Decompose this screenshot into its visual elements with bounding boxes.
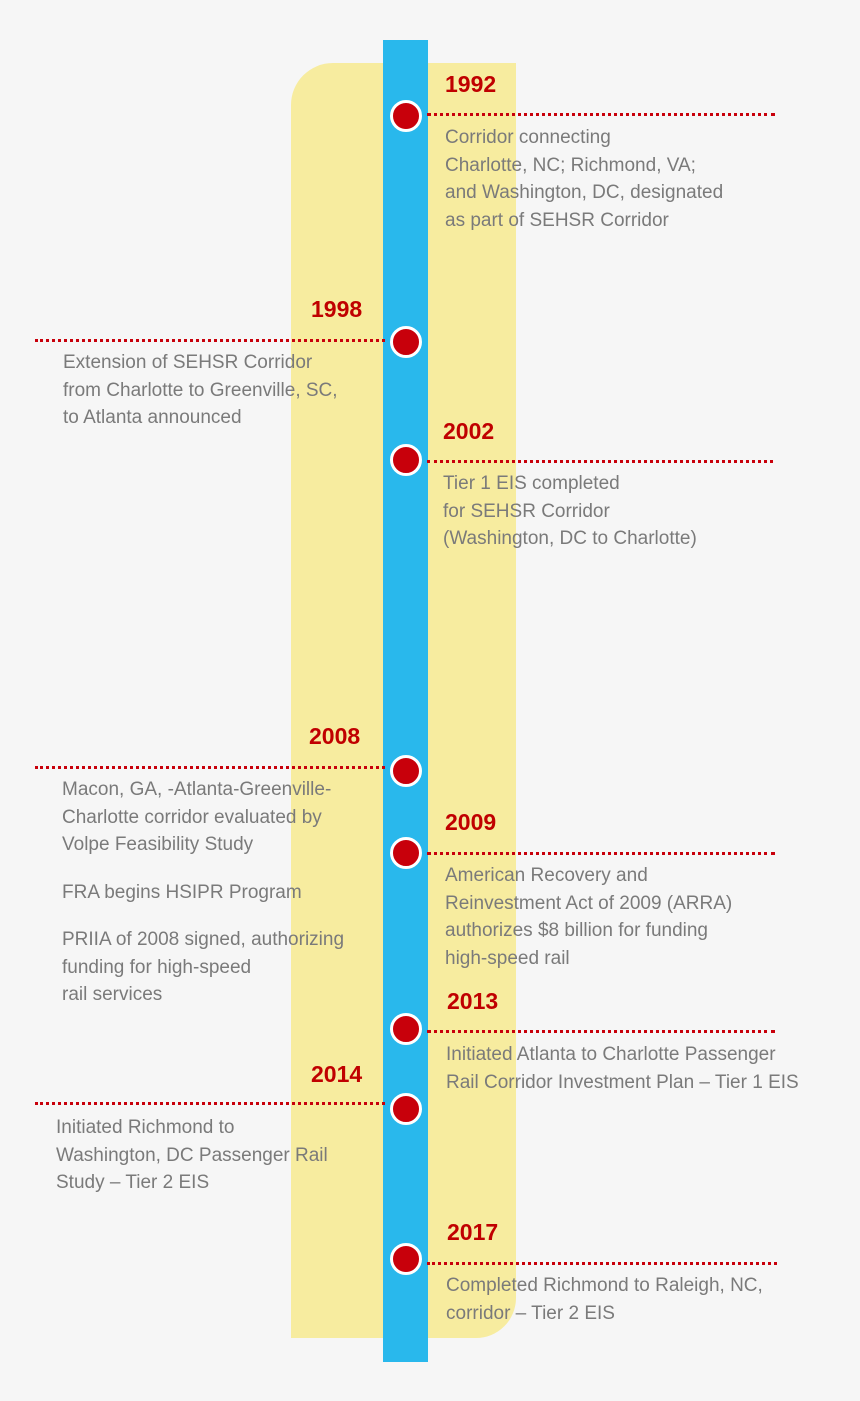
description-line: FRA begins HSIPR Program bbox=[62, 881, 302, 903]
description-line: Macon, GA, -Atlanta-Greenville- bbox=[62, 779, 332, 800]
marker-2009 bbox=[390, 837, 422, 869]
description-line: Washington, DC Passenger Rail bbox=[56, 1144, 328, 1166]
year-label-2013: 2013 bbox=[447, 988, 499, 1014]
description-line: for SEHSR Corridor bbox=[443, 500, 610, 522]
marker-2013 bbox=[390, 1013, 422, 1045]
year-label-2014: 2014 bbox=[311, 1061, 363, 1087]
description-line: Reinvestment Act of 2009 (ARRA) bbox=[445, 892, 733, 914]
year-label-2002: 2002 bbox=[443, 418, 495, 444]
timeline-rail bbox=[383, 40, 428, 1362]
event-description-2002: Tier 1 EIS completed for SEHSR Corridor … bbox=[443, 470, 697, 553]
description-line: Tier 1 EIS completed bbox=[443, 473, 620, 494]
description-line: high-speed rail bbox=[445, 947, 570, 969]
description-line: Charlotte corridor evaluated by bbox=[62, 806, 322, 828]
description-line: PRIIA of 2008 signed, authorizing bbox=[62, 929, 345, 950]
description-line: funding for high-speed bbox=[62, 956, 252, 978]
description-line: Initiated Richmond to bbox=[56, 1117, 235, 1138]
leader-line-2008 bbox=[35, 766, 385, 769]
description-line: to Atlanta announced bbox=[63, 407, 242, 428]
year-label-1992: 1992 bbox=[445, 71, 497, 97]
description-paragraph: PRIIA of 2008 signed, authorizing fundin… bbox=[62, 926, 344, 1009]
marker-2002 bbox=[390, 444, 422, 476]
year-label-2017: 2017 bbox=[447, 1219, 499, 1245]
description-line: Volpe Feasibility Study bbox=[62, 834, 254, 855]
marker-1992 bbox=[390, 100, 422, 132]
description-paragraph: FRA begins HSIPR Program bbox=[62, 879, 344, 907]
description-line: (Washington, DC to Charlotte) bbox=[443, 528, 697, 549]
year-label-1998: 1998 bbox=[311, 296, 363, 322]
description-line: Completed Richmond to Raleigh, NC, bbox=[446, 1275, 763, 1296]
event-description-2017: Completed Richmond to Raleigh, NC, corri… bbox=[446, 1272, 763, 1327]
leader-line-2009 bbox=[427, 852, 775, 855]
leader-line-1992 bbox=[427, 113, 775, 116]
marker-1998 bbox=[390, 326, 422, 358]
leader-line-2017 bbox=[427, 1262, 777, 1265]
leader-line-1998 bbox=[35, 339, 385, 342]
leader-line-2014 bbox=[35, 1102, 385, 1105]
leader-line-2013 bbox=[427, 1030, 775, 1033]
description-line: Corridor connecting bbox=[445, 127, 611, 148]
event-description-2008: Macon, GA, -Atlanta-Greenville- Charlott… bbox=[62, 776, 344, 1009]
description-line: Initiated Atlanta to Charlotte Passenger bbox=[446, 1044, 776, 1065]
leader-line-2002 bbox=[427, 460, 773, 463]
description-line: authorizes $8 billion for funding bbox=[445, 920, 709, 941]
description-line: corridor – Tier 2 EIS bbox=[446, 1302, 615, 1324]
event-description-2013: Initiated Atlanta to Charlotte Passenger… bbox=[446, 1041, 799, 1096]
event-description-1998: Extension of SEHSR Corridor from Charlot… bbox=[63, 349, 338, 432]
description-line: as part of SEHSR Corridor bbox=[445, 209, 669, 231]
description-line: rail services bbox=[62, 984, 163, 1005]
marker-2017 bbox=[390, 1243, 422, 1275]
marker-2014 bbox=[390, 1093, 422, 1125]
description-line: Charlotte, NC; Richmond, VA; bbox=[445, 154, 696, 176]
description-line: Extension of SEHSR Corridor bbox=[63, 352, 313, 373]
description-line: and Washington, DC, designated bbox=[445, 182, 724, 203]
description-line: Study – Tier 2 EIS bbox=[56, 1172, 210, 1193]
marker-2008 bbox=[390, 755, 422, 787]
year-label-2008: 2008 bbox=[309, 723, 361, 749]
description-paragraph: Macon, GA, -Atlanta-Greenville- Charlott… bbox=[62, 776, 344, 859]
description-line: Rail Corridor Investment Plan – Tier 1 E… bbox=[446, 1071, 799, 1093]
event-description-2014: Initiated Richmond to Washington, DC Pas… bbox=[56, 1114, 328, 1197]
description-line: from Charlotte to Greenville, SC, bbox=[63, 379, 338, 401]
event-description-1992: Corridor connecting Charlotte, NC; Richm… bbox=[445, 124, 723, 234]
description-line: American Recovery and bbox=[445, 865, 648, 886]
year-label-2009: 2009 bbox=[445, 809, 497, 835]
event-description-2009: American Recovery and Reinvestment Act o… bbox=[445, 862, 732, 972]
